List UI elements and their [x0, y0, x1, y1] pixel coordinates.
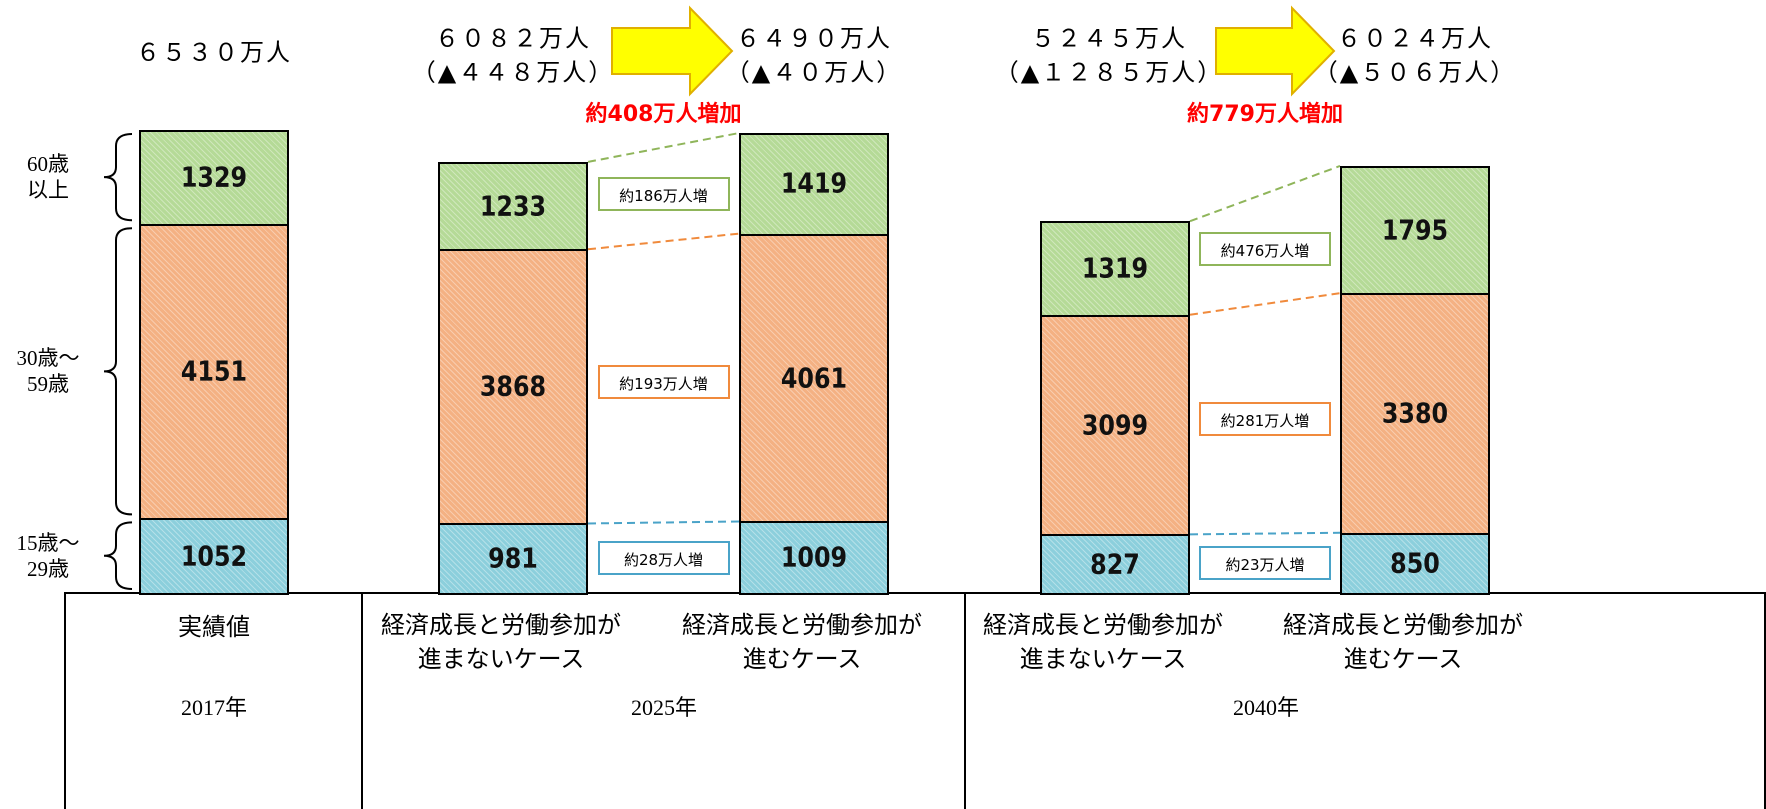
arrow: [1215, 5, 1336, 97]
value-label: 3380: [1381, 396, 1449, 430]
increase-box: 約193万人増: [597, 364, 730, 399]
increase-label: 約408万人増加: [585, 102, 742, 127]
total-label: ６５３０万人: [136, 38, 292, 67]
bar-segment: [739, 233, 889, 524]
value-label: 850: [1390, 546, 1440, 580]
total-label: ５２４５万人: [1031, 24, 1187, 53]
year-label: 2025年: [630, 695, 698, 720]
increase-label: 約779万人増加: [1187, 102, 1343, 127]
bar-segment: [1040, 314, 1190, 537]
value-label: 981: [488, 541, 538, 575]
category-label: 経済成長と労働参加が 進むケース: [682, 613, 922, 673]
legend-label: 15歳～ 29歳: [16, 530, 80, 581]
connector: [587, 132, 740, 163]
increase-box: 約281万人増: [1199, 401, 1331, 436]
legend-label: 30歳～ 59歳: [16, 346, 80, 397]
year-label: 2017年: [180, 695, 248, 720]
arrow: [611, 5, 734, 97]
connector: [1189, 531, 1341, 536]
total-label: ６４９０万人: [736, 24, 892, 53]
value-label: 4061: [780, 361, 848, 395]
bar-segment: [139, 518, 289, 595]
value-label: 827: [1090, 547, 1140, 581]
brace: [103, 521, 133, 590]
connector: [587, 232, 740, 251]
bar-segment: [438, 523, 588, 595]
value-label: 1329: [180, 160, 248, 194]
brace: [103, 133, 133, 222]
bar-segment: [1040, 534, 1190, 595]
value-label: 1419: [780, 166, 848, 200]
connector: [1189, 292, 1341, 316]
total-label: ６０８２万人: [435, 24, 591, 53]
change-label: （▲４０万人）: [725, 58, 903, 87]
connector: [1189, 164, 1341, 223]
brace: [103, 227, 133, 516]
total-label: ６０２４万人: [1337, 24, 1493, 53]
connector: [587, 520, 740, 525]
table-border: [64, 592, 1766, 809]
value-label: 1052: [180, 539, 248, 573]
value-label: 3868: [479, 369, 547, 403]
bar-segment: [139, 224, 289, 521]
bar-segment: [739, 521, 889, 595]
bar-segment: [1340, 165, 1490, 296]
value-label: 1009: [780, 540, 848, 574]
change-label: （▲５０６万人）: [1313, 58, 1517, 87]
bar-segment: [739, 133, 889, 236]
year-label: 2040年: [1232, 695, 1300, 720]
increase-box: 約28万人増: [597, 540, 730, 575]
category-label: 実績値: [178, 615, 250, 641]
bar-segment: [1340, 293, 1490, 535]
increase-box: 約186万人増: [597, 177, 730, 212]
bar-segment: [438, 161, 588, 252]
bar-segment: [139, 130, 289, 227]
category-label: 経済成長と労働参加が 進まないケース: [381, 613, 621, 673]
bar-segment: [438, 249, 588, 526]
bar-segment: [1040, 221, 1190, 317]
increase-box: 約23万人増: [1199, 546, 1331, 581]
change-label: （▲４４８万人）: [411, 58, 615, 87]
value-label: 1795: [1381, 213, 1449, 247]
value-label: 4151: [180, 354, 248, 388]
category-label: 経済成長と労働参加が 進まないケース: [983, 613, 1223, 673]
value-label: 1233: [479, 189, 547, 223]
change-label: （▲１２８５万人）: [994, 58, 1224, 87]
bar-segment: [1340, 532, 1490, 595]
category-label: 経済成長と労働参加が 進むケース: [1283, 613, 1523, 673]
value-label: 1319: [1081, 251, 1149, 285]
legend-label: 60歳 以上: [27, 152, 69, 203]
value-label: 3099: [1081, 408, 1149, 442]
increase-box: 約476万人増: [1199, 231, 1331, 266]
